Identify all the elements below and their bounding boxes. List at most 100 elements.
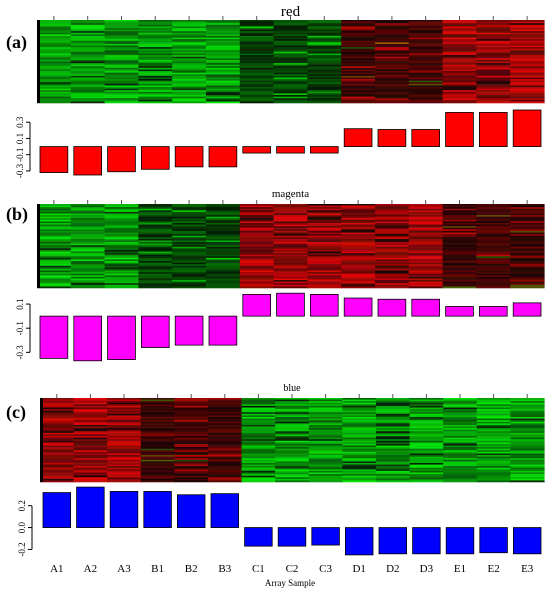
heatmap-cell bbox=[341, 39, 376, 42]
heatmap-cell bbox=[476, 93, 511, 96]
heatmap-cell bbox=[37, 227, 72, 230]
heatmap-cell bbox=[40, 462, 75, 465]
heatmap-cell bbox=[174, 407, 209, 410]
heatmap-cell bbox=[174, 480, 209, 483]
heatmap-cell bbox=[206, 226, 241, 229]
bar-B2 bbox=[174, 315, 204, 346]
heatmap-cell bbox=[376, 445, 411, 448]
heatmap-column-E1 bbox=[443, 398, 478, 483]
heatmap-cell bbox=[375, 71, 410, 73]
heatmap-cell bbox=[206, 101, 241, 104]
heatmap-cell bbox=[275, 448, 310, 451]
heatmap-cell bbox=[140, 456, 175, 459]
heatmap-cell bbox=[140, 472, 175, 475]
heatmap-cell bbox=[70, 262, 106, 265]
heatmap-cell bbox=[409, 413, 444, 416]
heatmap-cell bbox=[476, 67, 511, 70]
heatmap-cell bbox=[409, 470, 444, 473]
heatmap-cell bbox=[73, 466, 108, 469]
heatmap-cell bbox=[409, 472, 444, 475]
bar-A1 bbox=[39, 146, 69, 173]
heatmap-cell bbox=[140, 453, 175, 456]
heatmap-cell bbox=[510, 401, 545, 404]
heatmap-cell bbox=[510, 219, 545, 222]
heatmap-cell bbox=[307, 88, 342, 91]
heatmap-cell bbox=[510, 428, 545, 430]
heatmap-cell bbox=[138, 23, 173, 26]
heatmap-edge bbox=[40, 398, 43, 482]
heatmap-cell bbox=[206, 37, 241, 40]
heatmap-cell bbox=[408, 276, 444, 279]
heatmap-cell bbox=[206, 204, 241, 206]
heatmap-cell bbox=[442, 253, 477, 256]
heatmap-cell bbox=[375, 270, 410, 273]
heatmap-cell bbox=[442, 234, 477, 236]
heatmap-cell bbox=[206, 230, 241, 233]
heatmap-cell bbox=[241, 453, 276, 456]
heatmap-cell bbox=[341, 268, 376, 271]
heatmap-cell bbox=[375, 39, 410, 42]
heatmap-cell bbox=[375, 77, 410, 80]
heatmap-cell bbox=[37, 90, 72, 93]
heatmap-cell bbox=[273, 32, 308, 35]
heatmap-cell bbox=[275, 455, 310, 457]
heatmap-cell bbox=[273, 48, 308, 51]
heatmap-cell bbox=[307, 262, 342, 265]
heatmap-cell bbox=[408, 99, 444, 102]
heatmap-cell bbox=[70, 284, 106, 287]
heatmap-cell bbox=[476, 407, 511, 410]
heatmap-cell bbox=[341, 227, 376, 230]
heatmap-cell bbox=[208, 453, 243, 456]
heatmap-cell bbox=[375, 223, 410, 225]
heatmap-cell bbox=[307, 256, 342, 259]
heatmap-cell bbox=[174, 466, 209, 469]
heatmap-cell bbox=[443, 478, 478, 481]
heatmap-cell bbox=[408, 218, 444, 221]
heatmap-cell bbox=[239, 261, 275, 263]
heatmap-cell bbox=[174, 420, 209, 423]
heatmap-cell bbox=[73, 442, 108, 445]
heatmap-cell bbox=[37, 283, 72, 286]
heatmap-cell bbox=[138, 64, 173, 67]
heatmap-cell bbox=[442, 265, 477, 268]
heatmap-cell bbox=[70, 37, 106, 40]
heatmap-cell bbox=[442, 93, 477, 96]
heatmap-cell bbox=[307, 50, 342, 53]
heatmap-cell bbox=[408, 257, 444, 260]
heatmap-cell bbox=[376, 455, 411, 457]
heatmap-cell bbox=[476, 207, 511, 210]
heatmap-cell bbox=[375, 20, 410, 22]
heatmap-cell bbox=[408, 32, 444, 35]
heatmap-cell bbox=[104, 227, 139, 230]
heatmap-cell bbox=[442, 216, 477, 219]
heatmap-cell bbox=[442, 215, 477, 217]
heatmap-cell bbox=[208, 462, 243, 465]
heatmap-cell bbox=[140, 417, 175, 419]
heatmap-cell bbox=[307, 280, 342, 282]
heatmap-cell bbox=[138, 95, 173, 97]
heatmap-cell bbox=[442, 283, 477, 286]
heatmap-cell bbox=[476, 251, 511, 254]
heatmap-cell bbox=[308, 478, 343, 481]
heatmap-cell bbox=[70, 66, 106, 69]
heatmap-cell bbox=[104, 223, 139, 225]
heatmap-cell bbox=[307, 278, 342, 281]
heatmap-cell bbox=[138, 93, 173, 96]
heatmap-cell bbox=[342, 470, 377, 473]
heatmap-cell bbox=[275, 420, 310, 423]
bar-E1 bbox=[445, 306, 474, 317]
heatmap-cell bbox=[375, 262, 410, 265]
heatmap-cell bbox=[476, 458, 511, 461]
heatmap-cell bbox=[37, 82, 72, 85]
heatmap-cell bbox=[408, 85, 444, 88]
heatmap-cell bbox=[241, 413, 276, 416]
heatmap-cell bbox=[104, 243, 139, 246]
heatmap-cell bbox=[239, 278, 275, 281]
heatmap-cell bbox=[174, 450, 209, 453]
heatmap-cell bbox=[408, 93, 444, 96]
heatmap-cell bbox=[307, 273, 342, 276]
heatmap-cell bbox=[376, 451, 411, 454]
heatmap bbox=[37, 16, 545, 104]
heatmap-cell bbox=[37, 59, 72, 62]
heatmap-cell bbox=[476, 47, 511, 50]
